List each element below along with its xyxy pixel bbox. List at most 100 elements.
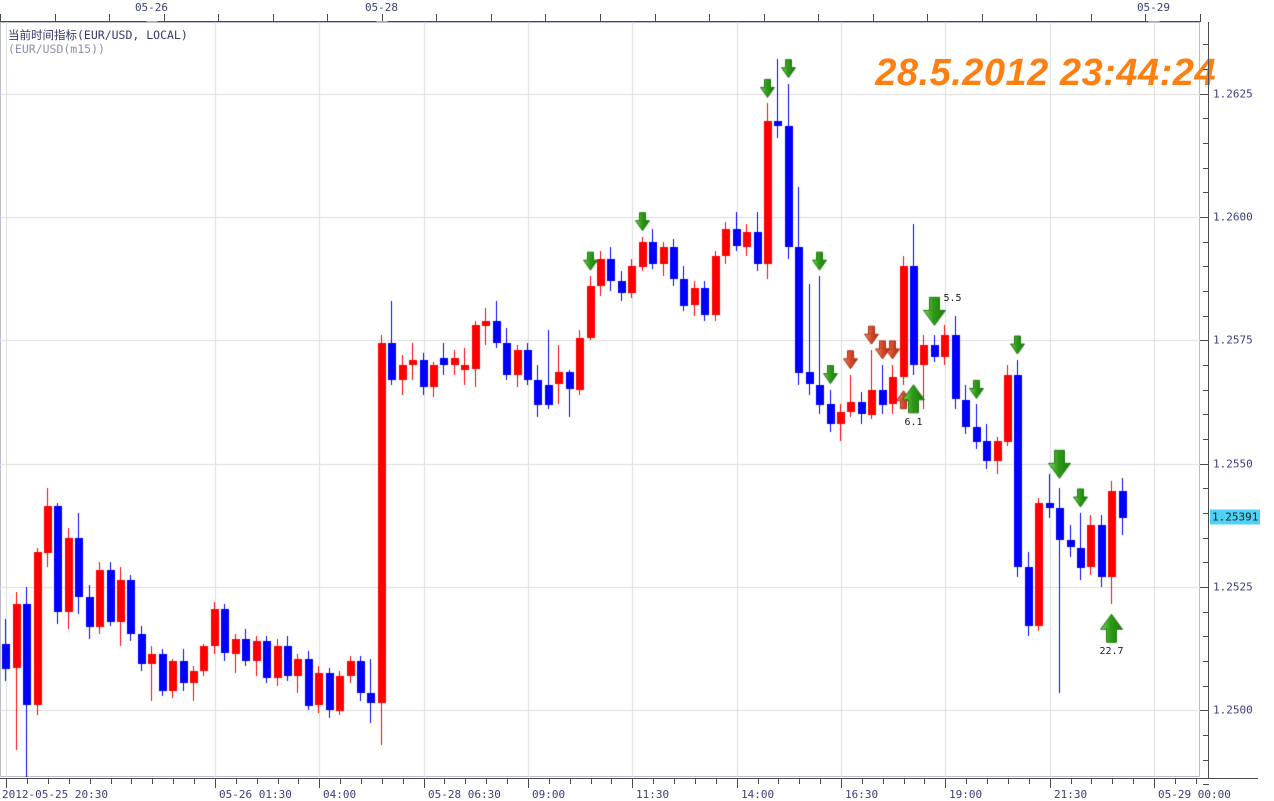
top-axis-tick: [491, 14, 492, 21]
price-axis-minor-tick: [1203, 562, 1209, 563]
price-axis-minor-tick: [1203, 686, 1209, 687]
time-axis-minor-tick: [549, 778, 550, 784]
time-axis-minor-tick: [257, 778, 258, 784]
time-axis-major-tick: [841, 778, 842, 788]
time-axis-minor-tick: [778, 778, 779, 784]
price-axis: 1.25391 1.2625 1.2600 1.2575 1.2550 1.2525 1.…: [1200, 22, 1274, 785]
price-axis-major-tick: [1200, 710, 1209, 711]
time-axis-minor-tick: [278, 778, 279, 784]
price-axis-minor-tick: [1203, 390, 1209, 391]
top-axis-tick: [327, 14, 328, 21]
time-axis-minor-tick: [904, 778, 905, 784]
time-axis-major-tick: [945, 778, 946, 788]
top-date-label: 05-28: [364, 1, 399, 14]
time-axis-label: 2012-05-25 20:30: [2, 788, 108, 801]
top-date-label: 05-29: [1136, 1, 1171, 14]
price-axis-minor-tick: [1203, 69, 1209, 70]
time-axis-minor-tick: [1071, 778, 1072, 784]
top-axis-tick: [1036, 14, 1037, 21]
price-axis-minor-tick: [1203, 365, 1209, 366]
price-axis-major-tick: [1200, 587, 1209, 588]
price-axis-label: 1.2525: [1213, 580, 1253, 594]
time-axis-label: 21:30: [1054, 788, 1088, 801]
top-axis-tick: [109, 14, 110, 21]
price-axis-minor-tick: [1203, 784, 1209, 785]
time-axis-label: 05-28 06:30: [428, 788, 501, 801]
time-axis-minor-tick: [862, 778, 863, 784]
time-axis-major-tick: [424, 778, 425, 788]
time-axis-label: 05-26 01:30: [219, 788, 292, 801]
price-axis-minor-tick: [1203, 168, 1209, 169]
time-axis-major-tick: [1154, 778, 1155, 788]
time-axis-major-tick: [737, 778, 738, 788]
price-axis-minor-tick: [1203, 735, 1209, 736]
price-axis-minor-tick: [1203, 291, 1209, 292]
time-axis-label: 19:00: [949, 788, 983, 801]
current-time-overlay: 28.5.2012 23:44:24: [875, 52, 1216, 94]
time-axis-minor-tick: [799, 778, 800, 784]
top-axis-tick: [655, 14, 656, 21]
price-axis-major-tick: [1200, 340, 1209, 341]
top-axis-tick: [600, 14, 601, 21]
time-axis-minor-tick: [48, 778, 49, 784]
time-axis-minor-tick: [1133, 778, 1134, 784]
price-axis-label: 1.2500: [1213, 703, 1253, 717]
price-axis-minor-tick: [1203, 44, 1209, 45]
bottom-time-axis: 2012-05-25 20:30 05-26 01:30 04:00 05-28 06…: [0, 778, 1274, 801]
price-axis-minor-tick: [1203, 439, 1209, 440]
bottom-axis-line: [0, 778, 1258, 779]
time-axis-major-tick: [632, 778, 633, 788]
top-axis-tick: [818, 14, 819, 21]
time-axis-minor-tick: [111, 778, 112, 784]
chart-title: 当前时间指标(EUR/USD, LOCAL): [8, 28, 188, 42]
price-axis-label: 1.2600: [1213, 210, 1253, 224]
time-axis-minor-tick: [1112, 778, 1113, 784]
time-axis-minor-tick: [131, 778, 132, 784]
current-price-badge: 1.25391: [1210, 509, 1261, 525]
price-axis-minor-tick: [1203, 118, 1209, 119]
time-axis-minor-tick: [486, 778, 487, 784]
top-axis-tick: [709, 14, 710, 21]
time-axis-minor-tick: [444, 778, 445, 784]
time-axis-minor-tick: [758, 778, 759, 784]
time-axis-minor-tick: [403, 778, 404, 784]
price-axis-minor-tick: [1203, 192, 1209, 193]
top-axis-tick: [927, 14, 928, 21]
time-axis-minor-tick: [1091, 778, 1092, 784]
time-axis-minor-tick: [987, 778, 988, 784]
time-axis-label: 11:30: [636, 788, 670, 801]
top-axis-tick: [545, 14, 546, 21]
time-axis-minor-tick: [924, 778, 925, 784]
price-axis-major-tick: [1200, 217, 1209, 218]
time-axis-label: 14:00: [741, 788, 775, 801]
top-axis-tick: [164, 14, 165, 21]
time-axis-minor-tick: [90, 778, 91, 784]
price-axis-label: 1.2575: [1213, 333, 1253, 347]
top-date-label: 05-26: [134, 1, 169, 14]
price-axis-minor-tick: [1203, 316, 1209, 317]
time-axis-minor-tick: [69, 778, 70, 784]
time-axis-minor-tick: [465, 778, 466, 784]
time-axis-label: 16:30: [845, 788, 879, 801]
top-axis-tick: [218, 14, 219, 21]
top-axis-tick: [873, 14, 874, 21]
top-axis-tick: [1145, 14, 1146, 21]
time-axis-minor-tick: [611, 778, 612, 784]
time-axis-minor-tick: [173, 778, 174, 784]
price-axis-minor-tick: [1203, 414, 1209, 415]
price-axis-minor-tick: [1203, 661, 1209, 662]
top-axis-tick: [436, 14, 437, 21]
price-axis-minor-tick: [1203, 488, 1209, 489]
time-axis-minor-tick: [507, 778, 508, 784]
time-axis-minor-tick: [653, 778, 654, 784]
time-axis-label: 04:00: [323, 788, 357, 801]
time-axis-major-tick: [528, 778, 529, 788]
candlestick-plot-canvas[interactable]: [0, 22, 1200, 777]
time-axis-minor-tick: [674, 778, 675, 784]
time-axis-major-tick: [1050, 778, 1051, 788]
time-axis-minor-tick: [1196, 778, 1197, 784]
time-axis-major-tick: [6, 778, 7, 788]
time-axis-minor-tick: [382, 778, 383, 784]
top-axis-tick: [982, 14, 983, 21]
